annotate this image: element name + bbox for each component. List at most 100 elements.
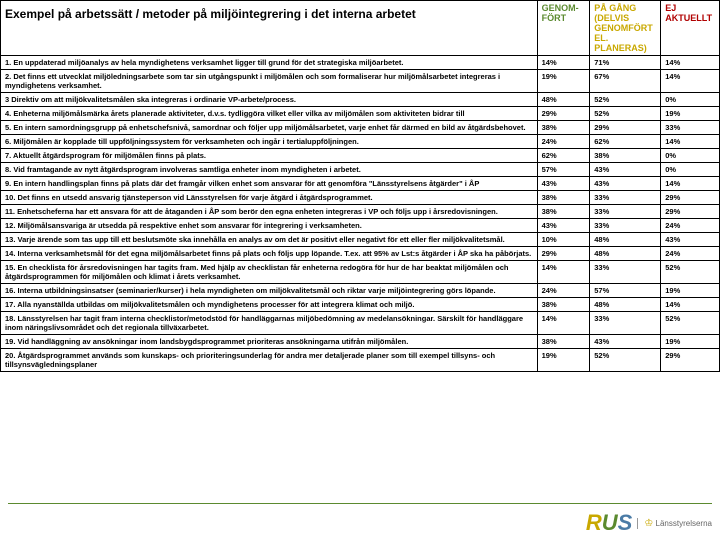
cell-genom: 19% <box>537 349 590 372</box>
cell-ej: 19% <box>661 107 720 121</box>
row-description: 7. Aktuellt åtgärdsprogram för miljömåle… <box>1 149 538 163</box>
cell-ej: 52% <box>661 312 720 335</box>
cell-genom: 57% <box>537 163 590 177</box>
cell-pagang: 62% <box>590 135 661 149</box>
row-description: 6. Miljömålen är kopplade till uppföljni… <box>1 135 538 149</box>
cell-pagang: 33% <box>590 219 661 233</box>
cell-genom: 38% <box>537 191 590 205</box>
cell-pagang: 48% <box>590 233 661 247</box>
cell-ej: 19% <box>661 335 720 349</box>
cell-pagang: 33% <box>590 205 661 219</box>
cell-pagang: 57% <box>590 284 661 298</box>
row-description: 12. Miljömålsansvariga är utsedda på res… <box>1 219 538 233</box>
cell-pagang: 52% <box>590 349 661 372</box>
cell-genom: 43% <box>537 177 590 191</box>
row-description: 14. Interna verksamhetsmål för det egna … <box>1 247 538 261</box>
table-row: 9. En intern handlingsplan finns på plat… <box>1 177 720 191</box>
row-description: 8. Vid framtagande av nytt åtgärdsprogra… <box>1 163 538 177</box>
methods-table: Exempel på arbetssätt / metoder på miljö… <box>0 0 720 372</box>
cell-pagang: 43% <box>590 335 661 349</box>
table-row: 20. Åtgärdsprogrammet används som kunska… <box>1 349 720 372</box>
col-header-genom: GENOM-FÖRT <box>537 1 590 56</box>
row-description: 20. Åtgärdsprogrammet används som kunska… <box>1 349 538 372</box>
table-row: 5. En intern samordningsgrupp på enhetsc… <box>1 121 720 135</box>
cell-genom: 19% <box>537 70 590 93</box>
row-description: 18. Länsstyrelsen har tagit fram interna… <box>1 312 538 335</box>
cell-ej: 14% <box>661 135 720 149</box>
table-row: 1. En uppdaterad miljöanalys av hela myn… <box>1 56 720 70</box>
cell-pagang: 29% <box>590 121 661 135</box>
table-row: 2. Det finns ett utvecklat miljölednings… <box>1 70 720 93</box>
cell-genom: 14% <box>537 56 590 70</box>
cell-ej: 14% <box>661 56 720 70</box>
cell-ej: 29% <box>661 349 720 372</box>
col-header-ej: EJ AKTUELLT <box>661 1 720 56</box>
cell-pagang: 43% <box>590 177 661 191</box>
cell-genom: 38% <box>537 298 590 312</box>
cell-genom: 43% <box>537 219 590 233</box>
row-description: 17. Alla nyanställda utbildas om miljökv… <box>1 298 538 312</box>
cell-genom: 10% <box>537 233 590 247</box>
cell-genom: 38% <box>537 121 590 135</box>
table-row: 12. Miljömålsansvariga är utsedda på res… <box>1 219 720 233</box>
cell-pagang: 38% <box>590 149 661 163</box>
table-row: 4. Enheterna miljömålsmärka årets planer… <box>1 107 720 121</box>
table-row: 6. Miljömålen är kopplade till uppföljni… <box>1 135 720 149</box>
cell-genom: 24% <box>537 284 590 298</box>
cell-pagang: 43% <box>590 163 661 177</box>
cell-genom: 14% <box>537 261 590 284</box>
table-row: 18. Länsstyrelsen har tagit fram interna… <box>1 312 720 335</box>
cell-ej: 0% <box>661 149 720 163</box>
cell-genom: 62% <box>537 149 590 163</box>
cell-ej: 14% <box>661 298 720 312</box>
cell-pagang: 33% <box>590 191 661 205</box>
table-body: 1. En uppdaterad miljöanalys av hela myn… <box>1 56 720 372</box>
cell-ej: 14% <box>661 70 720 93</box>
lansstyrelserna-logo: ♔ Länsstyrelserna <box>637 518 712 529</box>
row-description: 1. En uppdaterad miljöanalys av hela myn… <box>1 56 538 70</box>
cell-pagang: 48% <box>590 247 661 261</box>
table-row: 10. Det finns en utsedd ansvarig tjänste… <box>1 191 720 205</box>
cell-ej: 52% <box>661 261 720 284</box>
row-description: 3 Direktiv om att miljökvalitetsmålen sk… <box>1 93 538 107</box>
row-description: 10. Det finns en utsedd ansvarig tjänste… <box>1 191 538 205</box>
row-description: 13. Varje ärende som tas upp till ett be… <box>1 233 538 247</box>
footer-divider <box>8 503 712 504</box>
cell-pagang: 48% <box>590 298 661 312</box>
cell-pagang: 71% <box>590 56 661 70</box>
table-row: 15. En checklista för årsredovisningen h… <box>1 261 720 284</box>
table-row: 3 Direktiv om att miljökvalitetsmålen sk… <box>1 93 720 107</box>
cell-ej: 19% <box>661 284 720 298</box>
table-row: 17. Alla nyanställda utbildas om miljökv… <box>1 298 720 312</box>
row-description: 4. Enheterna miljömålsmärka årets planer… <box>1 107 538 121</box>
table-row: 14. Interna verksamhetsmål för det egna … <box>1 247 720 261</box>
page-title: Exempel på arbetssätt / metoder på miljö… <box>1 1 538 56</box>
cell-pagang: 52% <box>590 93 661 107</box>
cell-ej: 14% <box>661 177 720 191</box>
cell-ej: 0% <box>661 163 720 177</box>
cell-ej: 24% <box>661 219 720 233</box>
cell-genom: 48% <box>537 93 590 107</box>
rus-s-letter: S <box>618 510 632 536</box>
table-row: 7. Aktuellt åtgärdsprogram för miljömåle… <box>1 149 720 163</box>
table-row: 8. Vid framtagande av nytt åtgärdsprogra… <box>1 163 720 177</box>
cell-ej: 24% <box>661 247 720 261</box>
row-description: 19. Vid handläggning av ansökningar inom… <box>1 335 538 349</box>
table-row: 11. Enhetscheferna har ett ansvara för a… <box>1 205 720 219</box>
row-description: 11. Enhetscheferna har ett ansvara för a… <box>1 205 538 219</box>
rus-r-letter: R <box>586 510 601 536</box>
rus-u-letter: U <box>602 510 617 536</box>
rus-logo: R U S <box>586 510 631 536</box>
row-description: 9. En intern handlingsplan finns på plat… <box>1 177 538 191</box>
cell-ej: 33% <box>661 121 720 135</box>
col-header-pagang: PÅ GÅNG (DELVIS GENOMFÖRT EL. PLANERAS) <box>590 1 661 56</box>
cell-genom: 14% <box>537 312 590 335</box>
cell-genom: 29% <box>537 247 590 261</box>
cell-ej: 43% <box>661 233 720 247</box>
row-description: 2. Det finns ett utvecklat miljölednings… <box>1 70 538 93</box>
row-description: 5. En intern samordningsgrupp på enhetsc… <box>1 121 538 135</box>
cell-genom: 38% <box>537 335 590 349</box>
footer-logos: R U S ♔ Länsstyrelserna <box>586 510 712 536</box>
table-row: 19. Vid handläggning av ansökningar inom… <box>1 335 720 349</box>
cell-genom: 38% <box>537 205 590 219</box>
